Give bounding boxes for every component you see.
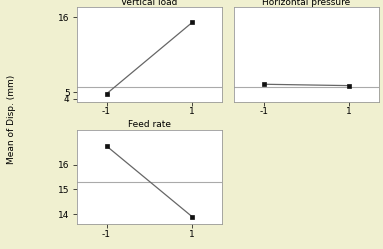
Text: Mean of Disp. (mm): Mean of Disp. (mm) (7, 75, 16, 164)
Title: Horizontal pressure: Horizontal pressure (262, 0, 350, 7)
Title: Feed rate: Feed rate (128, 120, 171, 129)
Title: Vertical load: Vertical load (121, 0, 178, 7)
